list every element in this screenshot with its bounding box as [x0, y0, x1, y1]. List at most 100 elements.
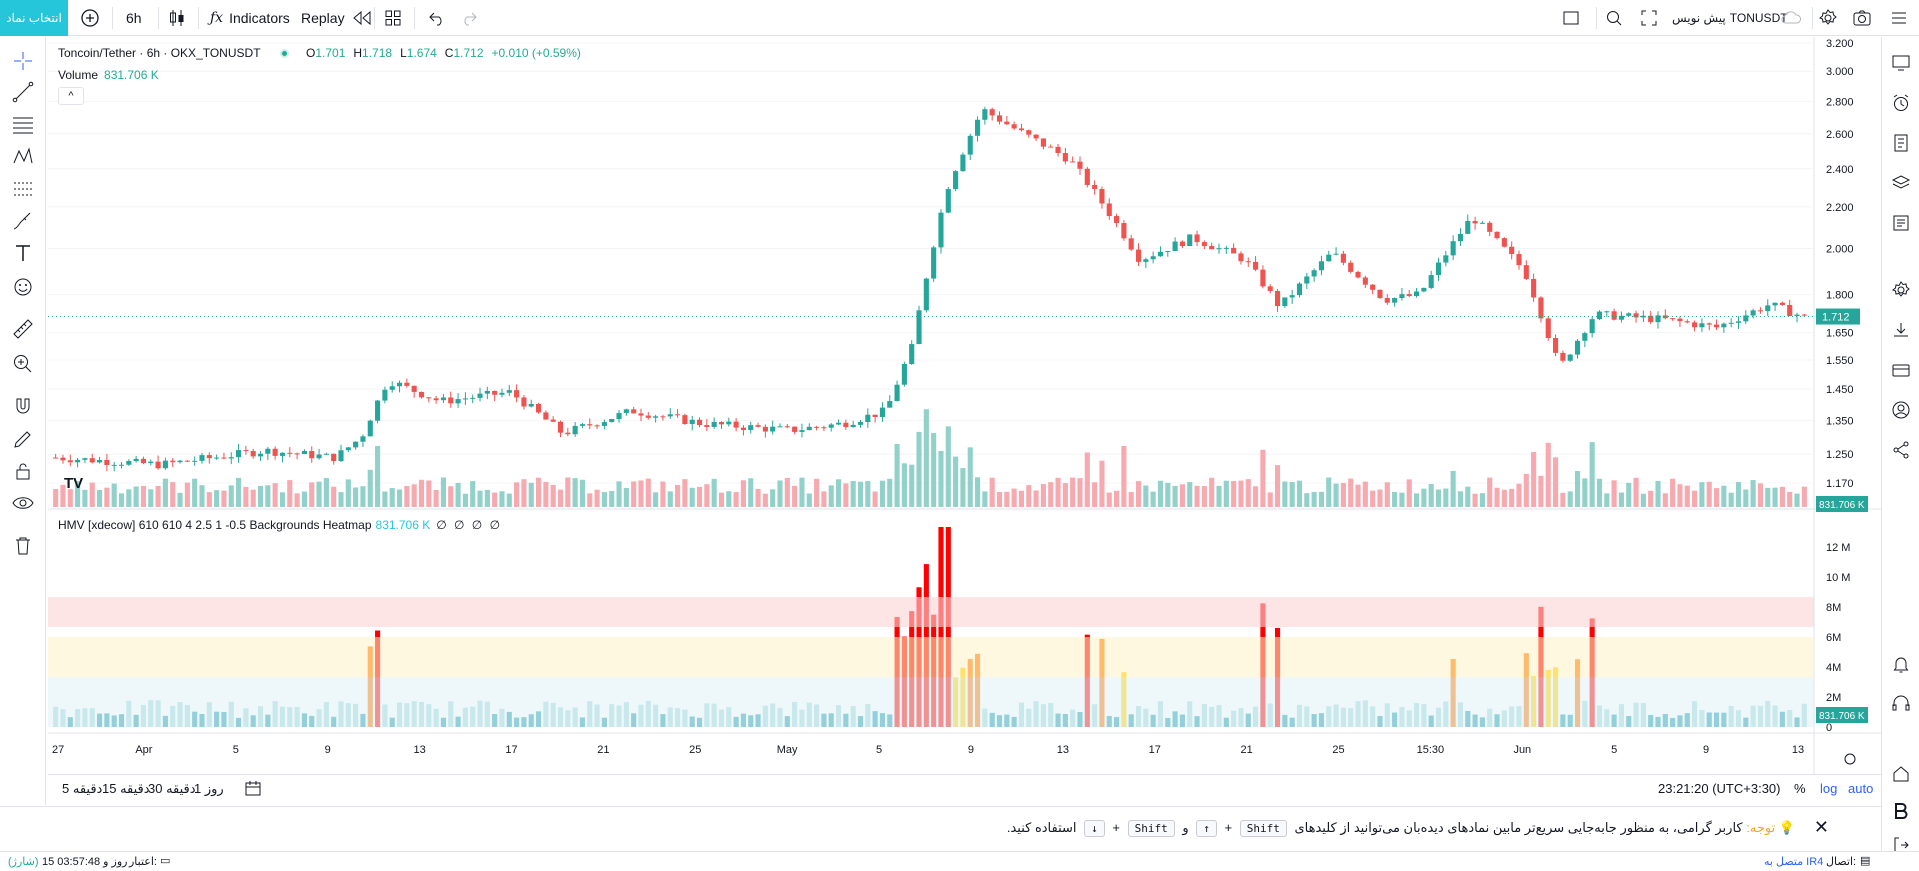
- wallet-button[interactable]: [1888, 357, 1914, 383]
- candle-body: [821, 427, 827, 429]
- candle-body: [953, 171, 959, 190]
- volume-bar: [272, 483, 278, 507]
- log-toggle[interactable]: log: [1820, 781, 1838, 796]
- crosshair-tool[interactable]: [8, 47, 38, 75]
- brush-tool[interactable]: [8, 207, 38, 235]
- home-button[interactable]: [1888, 761, 1914, 787]
- auto-toggle[interactable]: auto: [1848, 781, 1874, 796]
- plus-sign: +: [1224, 820, 1233, 835]
- candle-body: [1223, 247, 1229, 249]
- range-30m[interactable]: 30 دقیقه: [148, 781, 196, 796]
- expand-button[interactable]: [1640, 0, 1658, 36]
- stay-drawing-tool[interactable]: [8, 425, 38, 453]
- hmv-indicator-legend[interactable]: HMV [xdecow] 610 610 4 2.5 1 -0.5 Backgr…: [58, 518, 502, 532]
- candle-body: [1245, 261, 1251, 263]
- volume-bar: [938, 451, 944, 507]
- notice-text-1: کاربر گرامی، به منظور جابه‌جایی سریع‌تر …: [1294, 820, 1743, 835]
- profile-button[interactable]: [1888, 397, 1914, 423]
- support-button[interactable]: [1888, 691, 1914, 717]
- trendline-tool[interactable]: [8, 78, 38, 106]
- price-tick-label: 1.170: [1826, 478, 1854, 490]
- indicators-button[interactable]: ƒx Indicators: [210, 0, 290, 36]
- ruler-tool[interactable]: [8, 315, 38, 343]
- pattern-tool[interactable]: [8, 143, 38, 171]
- magnet-tool[interactable]: [8, 393, 38, 421]
- volume-bar: [404, 485, 410, 507]
- select-symbol-button[interactable]: انتخاب نماد: [0, 0, 68, 36]
- volume-bar: [1260, 449, 1266, 507]
- candle-body: [835, 422, 842, 425]
- volume-bar: [923, 409, 929, 507]
- candle-body: [1589, 319, 1595, 334]
- goto-date-button[interactable]: [244, 779, 262, 800]
- percent-toggle[interactable]: %: [1794, 781, 1806, 796]
- tradingview-logo[interactable]: TV: [64, 475, 84, 492]
- hmv-tick-label: 2M: [1826, 692, 1841, 704]
- candle-body: [748, 425, 754, 431]
- replay-button[interactable]: Replay: [301, 0, 373, 36]
- chart-canvas[interactable]: 3.200 3.000 2.800 2.600 2.400 2.200 2.000 1.800…: [48, 37, 1881, 775]
- symbol-title[interactable]: Toncoin/Tether · 6h · OKX_TONUSDT: [58, 46, 261, 60]
- range-5m[interactable]: 5 دقیقه: [62, 781, 103, 796]
- screenshot-button[interactable]: [1852, 0, 1872, 36]
- candle-body: [228, 457, 234, 459]
- prediction-tool[interactable]: [8, 175, 38, 203]
- volume-bar: [389, 488, 395, 507]
- layout-button[interactable]: [384, 0, 402, 36]
- candle-body: [250, 451, 256, 457]
- interval-button[interactable]: 6h: [126, 10, 142, 26]
- chart-area[interactable]: 3.200 3.000 2.800 2.600 2.400 2.200 2.000 1.800…: [48, 37, 1881, 775]
- add-symbol-button[interactable]: [80, 0, 100, 36]
- layers-button[interactable]: [1888, 170, 1914, 196]
- collapse-legend-button[interactable]: ^: [58, 87, 84, 105]
- alerts-button[interactable]: [1888, 90, 1914, 116]
- share-button[interactable]: [1888, 437, 1914, 463]
- notes-button[interactable]: [1888, 130, 1914, 156]
- redo-button[interactable]: [460, 0, 478, 36]
- volume-bar: [792, 485, 798, 507]
- notifications-button[interactable]: [1888, 651, 1914, 677]
- volume-bar: [1048, 482, 1054, 507]
- range-1d[interactable]: 1 روز: [194, 781, 224, 796]
- news-button[interactable]: [1888, 210, 1914, 236]
- fib-tool[interactable]: [8, 111, 38, 139]
- user-icon: [1892, 401, 1910, 419]
- emoji-tool[interactable]: [8, 273, 38, 301]
- zoom-in-tool[interactable]: [8, 350, 38, 378]
- settings-side-button[interactable]: [1888, 277, 1914, 303]
- lock-drawings-tool[interactable]: [8, 457, 38, 485]
- close-notice-button[interactable]: ✕: [1814, 817, 1829, 838]
- menu-button[interactable]: [1890, 0, 1908, 36]
- time-tick-label: 21: [597, 744, 609, 756]
- range-15m[interactable]: 15 دقیقه: [102, 781, 150, 796]
- candle-body: [1106, 203, 1112, 217]
- volume-bar: [338, 492, 344, 507]
- zoom-button[interactable]: [1605, 0, 1623, 36]
- hmv-heat-band: [48, 677, 1814, 727]
- download-button[interactable]: [1888, 317, 1914, 343]
- remove-drawings-tool[interactable]: [8, 532, 38, 560]
- settings-button[interactable]: [1818, 0, 1838, 36]
- candle-body: [909, 344, 915, 365]
- candle-body: [1648, 315, 1654, 323]
- drawing-toolbar: [0, 37, 46, 805]
- volume-bar: [1070, 477, 1076, 507]
- symbol-info[interactable]: پیش نویس TONUSDT: [1672, 0, 1788, 36]
- candle-body: [89, 458, 95, 463]
- text-tool[interactable]: [8, 239, 38, 267]
- undo-button[interactable]: [428, 0, 446, 36]
- charge-link[interactable]: (شارژ): [8, 856, 39, 868]
- clock[interactable]: 23:21:20 (UTC+3:30): [1658, 781, 1781, 796]
- volume-bar: [704, 484, 710, 507]
- candle-body: [1128, 238, 1134, 250]
- volume-bar: [1421, 488, 1427, 507]
- hide-drawings-tool[interactable]: [8, 489, 38, 517]
- chart-type-button[interactable]: [168, 0, 186, 36]
- volume-bar: [477, 490, 483, 507]
- brand-button[interactable]: [1888, 798, 1914, 824]
- volume-legend[interactable]: Volume 831.706 K: [58, 68, 159, 82]
- watchlist-button[interactable]: [1888, 50, 1914, 76]
- fullscreen-window-button[interactable]: [1562, 0, 1580, 36]
- candle-body: [784, 426, 790, 428]
- cloud-save-button[interactable]: [1780, 0, 1802, 36]
